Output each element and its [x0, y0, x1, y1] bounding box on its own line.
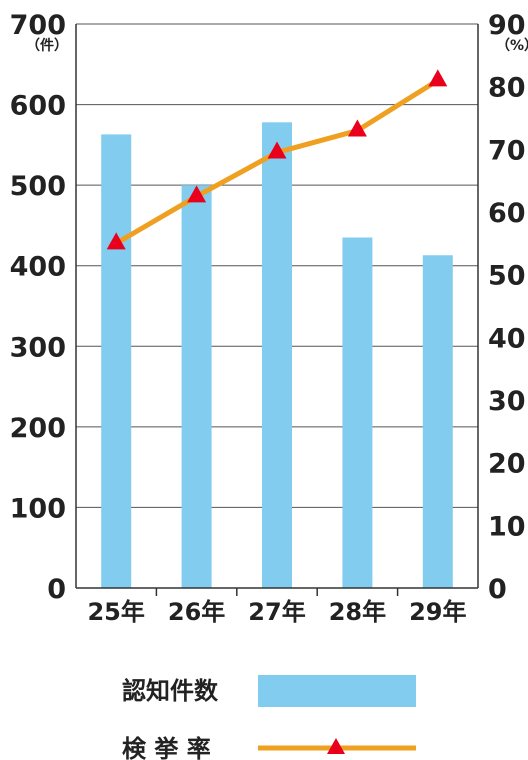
right-tick-label: 50 — [488, 261, 526, 292]
line-point-25年 — [106, 232, 126, 250]
right-tick-label: 20 — [488, 449, 526, 480]
right-tick-label: 30 — [488, 386, 526, 417]
x-tick-label: 25年 — [87, 598, 144, 626]
bar-26年 — [181, 185, 212, 588]
left-tick-label: 700 — [10, 10, 66, 41]
right-tick-label: 0 — [488, 574, 507, 605]
line-series — [106, 69, 448, 250]
legend: 認知件数 検 挙 率 — [122, 675, 416, 760]
right-tick-label: 40 — [488, 323, 526, 354]
left-tick-label: 200 — [10, 413, 66, 444]
bar-29年 — [422, 255, 453, 589]
right-tick-label: 90 — [488, 10, 526, 41]
legend-marker-triangle — [327, 738, 345, 754]
x-tick-label: 27年 — [248, 598, 305, 626]
left-tick-label: 100 — [10, 493, 66, 524]
axes: 0 100 200 300 400 500 600 700 0 10 20 30 40 50 60 70 80 9… — [10, 10, 526, 626]
right-axis-unit: （%） — [496, 38, 528, 54]
line-point-28年 — [347, 119, 367, 137]
line-point-27年 — [267, 141, 287, 159]
bar-series — [101, 122, 453, 589]
line-point-26年 — [187, 185, 207, 203]
left-tick-label: 600 — [10, 91, 66, 122]
right-tick-label: 60 — [488, 198, 526, 229]
legend-label-bar: 認知件数 — [122, 677, 219, 705]
right-tick-label: 70 — [488, 135, 526, 166]
legend-label-line: 検 挙 率 — [122, 735, 211, 760]
bar-28年 — [342, 237, 373, 588]
left-axis-unit: （件） — [26, 37, 68, 54]
right-tick-label: 10 — [488, 511, 526, 542]
x-tick-label: 26年 — [168, 598, 225, 626]
right-tick-label: 80 — [488, 73, 526, 104]
left-tick-label: 400 — [10, 252, 66, 283]
bar-27年 — [262, 122, 292, 588]
x-tick-label: 29年 — [409, 598, 466, 626]
bar-25年 — [101, 134, 132, 588]
line-point-29年 — [428, 69, 448, 87]
x-tick-label: 28年 — [329, 598, 386, 626]
left-tick-label: 500 — [10, 171, 66, 202]
left-tick-label: 0 — [47, 574, 66, 605]
left-tick-label: 300 — [10, 332, 66, 363]
legend-swatch-bar — [258, 675, 416, 707]
